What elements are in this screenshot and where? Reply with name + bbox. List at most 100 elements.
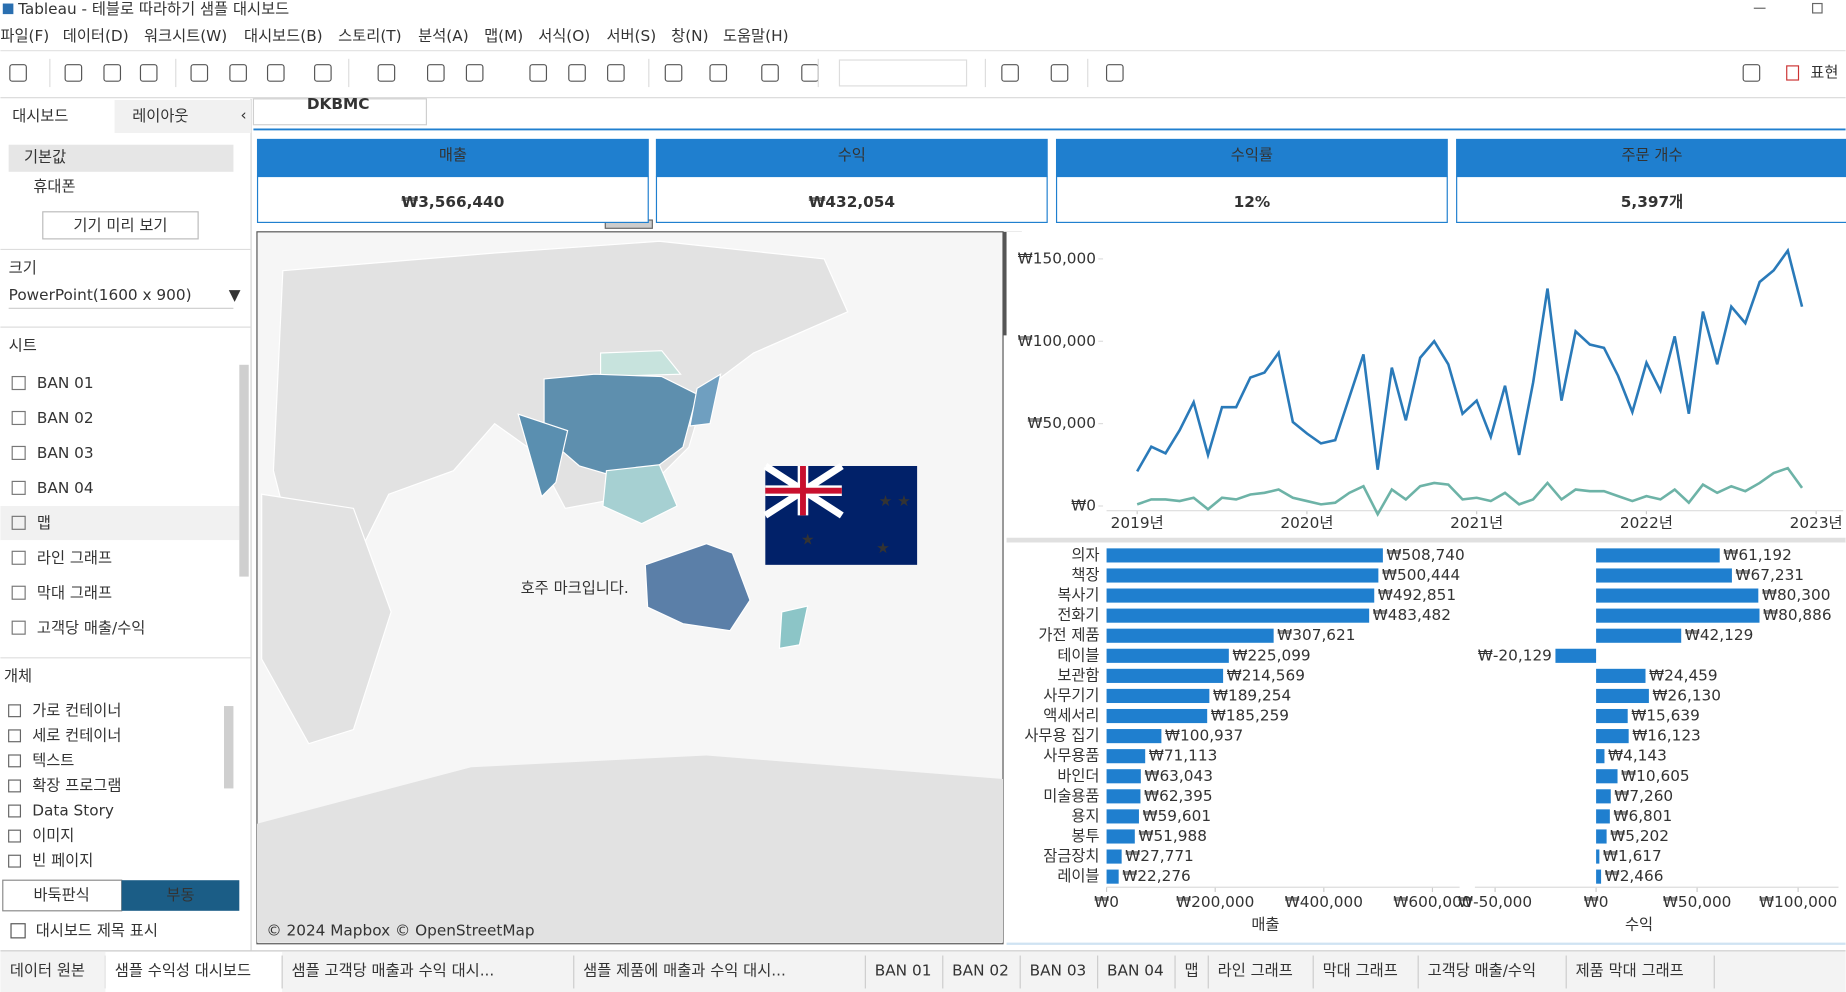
sheet-item[interactable]: BAN 01 bbox=[37, 374, 94, 392]
restore-button[interactable] bbox=[1812, 2, 1823, 14]
active-tab[interactable] bbox=[105, 951, 283, 992]
sidebar-tab[interactable]: 대시보드 bbox=[12, 107, 68, 125]
present-icon[interactable] bbox=[1786, 65, 1800, 81]
toolbar-icon[interactable] bbox=[314, 64, 332, 82]
sheet-item[interactable]: 고객당 매출/수익 bbox=[37, 619, 145, 637]
toolbar-icon[interactable] bbox=[1742, 64, 1761, 82]
sheet-item[interactable]: 막대 그래프 bbox=[37, 584, 112, 602]
menu-item[interactable]: 도움말(H) bbox=[723, 27, 789, 45]
title-bar bbox=[0, 0, 1846, 22]
menu-item[interactable]: 대시보드(B) bbox=[244, 27, 323, 45]
map-attribution: © 2024 Mapbox © OpenStreetMap bbox=[266, 921, 534, 939]
floating-button[interactable]: 부동 bbox=[166, 886, 194, 904]
menu-item[interactable]: 파일(F) bbox=[0, 27, 49, 45]
tiled-button-box[interactable] bbox=[2, 879, 123, 912]
sheet-tab[interactable]: 맵 bbox=[1184, 961, 1198, 979]
toolbar-icon[interactable] bbox=[229, 64, 247, 82]
toolbar-icon[interactable] bbox=[1001, 64, 1019, 82]
category-label: 바인더 bbox=[1057, 767, 1099, 785]
toolbar-icon[interactable] bbox=[568, 64, 586, 82]
toolbar-icon[interactable] bbox=[139, 64, 158, 82]
sheet-tab[interactable]: 데이터 원본 bbox=[10, 961, 85, 979]
toolbar-icon[interactable] bbox=[103, 64, 122, 82]
sheet-tab[interactable]: 고객당 매출/수익 bbox=[1428, 961, 1536, 979]
object-item[interactable]: 확장 프로그램 bbox=[32, 776, 121, 794]
map-annotation: 호주 마크입니다. bbox=[521, 579, 629, 597]
preview-button[interactable]: 기기 미리 보기 bbox=[73, 216, 167, 234]
sheet-tab[interactable]: 샘플 고객당 매출과 수익 대시... bbox=[292, 961, 495, 979]
object-item[interactable]: 세로 컨테이너 bbox=[32, 726, 121, 744]
y-tick-label: ₩150,000 bbox=[1018, 249, 1096, 267]
toolbar-icon[interactable] bbox=[607, 64, 625, 82]
toolbar-icon[interactable] bbox=[190, 64, 209, 82]
sheets-scrollbar[interactable] bbox=[239, 364, 249, 577]
sheet-tab[interactable]: BAN 04 bbox=[1107, 961, 1164, 979]
object-item[interactable]: Data Story bbox=[32, 802, 114, 820]
sheet-icon bbox=[11, 620, 26, 635]
kpi-box bbox=[1055, 175, 1448, 223]
category-label: 사무용 집기 bbox=[1024, 727, 1099, 745]
dropdown-arrow[interactable]: ▼ bbox=[229, 286, 241, 304]
object-item[interactable]: 가로 컨테이너 bbox=[32, 701, 121, 719]
preview-button-box[interactable] bbox=[42, 211, 199, 240]
sheet-tab[interactable]: BAN 03 bbox=[1030, 961, 1087, 979]
toolbar-icon[interactable] bbox=[426, 64, 445, 82]
layout-tab[interactable] bbox=[114, 100, 252, 133]
bar bbox=[1596, 668, 1646, 683]
device-option[interactable]: 기본값 bbox=[24, 148, 66, 166]
sheet-item[interactable]: 맵 bbox=[37, 514, 51, 532]
menu-item[interactable]: 서식(O) bbox=[538, 27, 590, 45]
bar bbox=[1106, 668, 1224, 683]
sheet-item[interactable]: BAN 03 bbox=[37, 444, 94, 462]
toolbar-select[interactable] bbox=[838, 59, 968, 87]
menu-item[interactable]: 데이터(D) bbox=[63, 27, 129, 45]
floating-button-box[interactable] bbox=[121, 880, 240, 911]
toolbar-icon[interactable] bbox=[465, 64, 484, 82]
sheet-item[interactable]: BAN 02 bbox=[37, 409, 94, 427]
dashboard-tab[interactable] bbox=[0, 100, 115, 133]
menu-item[interactable]: 분석(A) bbox=[418, 27, 469, 45]
toolbar-icon[interactable] bbox=[64, 64, 83, 82]
x-tick-label: ₩200,000 bbox=[1176, 893, 1254, 911]
tiled-button[interactable]: 바둑판식 bbox=[33, 886, 89, 904]
title-checkbox[interactable] bbox=[10, 923, 26, 939]
sheet-tab[interactable]: 막대 그래프 bbox=[1323, 961, 1398, 979]
line-series bbox=[1136, 247, 1804, 473]
sheet-tab[interactable]: BAN 01 bbox=[875, 961, 932, 979]
object-item[interactable]: 이미지 bbox=[32, 827, 74, 845]
sheet-tab[interactable]: BAN 02 bbox=[952, 961, 1009, 979]
sheet-tab[interactable]: 샘플 수익성 대시보드 bbox=[115, 961, 251, 979]
objects-scrollbar[interactable] bbox=[224, 706, 234, 789]
size-select[interactable]: PowerPoint(1600 x 900) bbox=[9, 286, 192, 304]
sheet-tab[interactable]: 샘플 제품에 매출과 수익 대시... bbox=[583, 961, 786, 979]
kpi-label: 주문 개수 bbox=[1621, 146, 1682, 164]
menu-item[interactable]: 서버(S) bbox=[606, 27, 656, 45]
sheet-tab[interactable]: 제품 막대 그래프 bbox=[1576, 961, 1684, 979]
menu-item[interactable]: 창(N) bbox=[671, 27, 708, 45]
toolbar-icon[interactable] bbox=[9, 64, 27, 82]
menu-item[interactable]: 스토리(T) bbox=[338, 27, 401, 45]
kpi-header bbox=[1055, 138, 1448, 177]
present-label[interactable]: 표현 bbox=[1810, 63, 1838, 81]
title-checkbox-label[interactable]: 대시보드 제목 표시 bbox=[36, 921, 158, 939]
toolbar-icon[interactable] bbox=[761, 64, 779, 82]
toolbar-icon[interactable] bbox=[664, 64, 683, 82]
toolbar-icon[interactable] bbox=[709, 64, 728, 82]
toolbar-icon[interactable] bbox=[1050, 64, 1069, 82]
bar-value-label: ₩26,130 bbox=[1652, 686, 1721, 704]
sidebar-tab[interactable]: 레이아웃 bbox=[132, 107, 188, 125]
menu-item[interactable]: 맵(M) bbox=[484, 27, 523, 45]
toolbar-icon[interactable] bbox=[266, 64, 285, 82]
object-item[interactable]: 텍스트 bbox=[32, 751, 74, 769]
object-item[interactable]: 빈 페이지 bbox=[32, 852, 93, 870]
sheet-item[interactable]: BAN 04 bbox=[37, 479, 94, 497]
axis-title: 수익 bbox=[1625, 915, 1653, 933]
sheet-item[interactable]: 라인 그래프 bbox=[37, 549, 112, 567]
toolbar-icon[interactable] bbox=[1105, 64, 1124, 82]
device-option[interactable]: 휴대폰 bbox=[33, 178, 75, 196]
toolbar-icon[interactable] bbox=[377, 64, 396, 82]
toolbar-icon[interactable] bbox=[529, 64, 548, 82]
sheet-tab[interactable]: 라인 그래프 bbox=[1218, 961, 1293, 979]
menu-item[interactable]: 워크시트(W) bbox=[144, 27, 227, 45]
collapse-arrow[interactable]: ‹ bbox=[240, 106, 246, 124]
